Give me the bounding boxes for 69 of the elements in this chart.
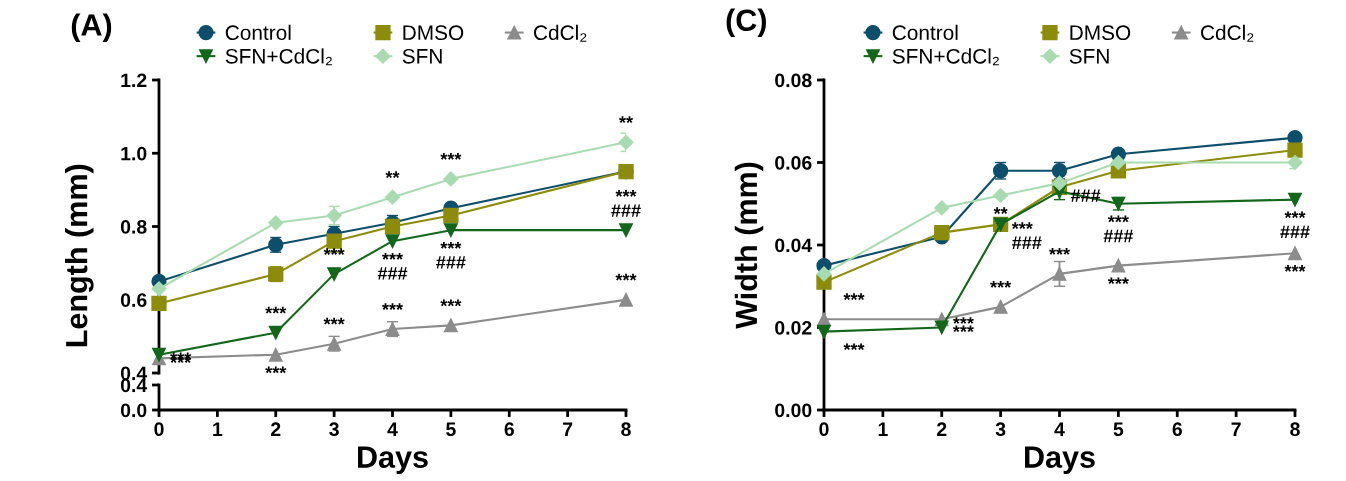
legend-label: DMSO [403, 25, 464, 41]
annotation: *** ### [1280, 211, 1310, 239]
y-tick-label: 0.06 [775, 155, 812, 170]
legend-label: DMSO [1070, 25, 1131, 41]
annotation: *** [323, 317, 345, 325]
x-tick-label: 5 [1113, 422, 1124, 437]
x-tick-label: 5 [446, 422, 456, 437]
annotation: *** [990, 280, 1012, 288]
y-tick-label: 0.6 [120, 293, 147, 307]
chart-title: (A) [71, 13, 112, 42]
annotation: *** [952, 325, 974, 333]
annotation: *** ### [611, 190, 641, 217]
legend-label: CdCl₂ [534, 24, 587, 42]
y-axis-title: Length (mm) [65, 164, 94, 347]
annotation: *** [615, 273, 637, 281]
legend-label: SFN [402, 48, 442, 64]
x-tick-label: 1 [878, 422, 888, 436]
legend-label: SFN [1069, 48, 1109, 64]
y-axis-title: Width (mm) [734, 162, 764, 329]
x-axis-title: Days [1025, 446, 1095, 474]
legend-label: Control [892, 24, 958, 41]
y-tick-label: 1.0 [121, 146, 147, 161]
y-tick-label: 0.02 [775, 320, 812, 335]
x-tick-label: 8 [1290, 422, 1300, 437]
annotation: *** [440, 153, 462, 160]
x-axis-title: Days [358, 446, 428, 474]
x-tick-label: 2 [937, 422, 947, 436]
x-tick-label: 0 [154, 422, 164, 437]
x-tick-label: 0 [819, 422, 829, 437]
y-tick-label: 0.00 [775, 403, 812, 418]
x-tick-label: 7 [563, 422, 573, 436]
x-tick-label: 6 [1172, 422, 1182, 437]
x-tick-label: 4 [1054, 422, 1065, 436]
annotation: ** [385, 171, 400, 179]
x-tick-label: 2 [271, 422, 281, 436]
annotation: *** ### [436, 241, 466, 269]
x-tick-label: 6 [504, 422, 514, 437]
y-tick-label: 0.04 [775, 238, 813, 253]
y-tick-label: 0.0 [120, 403, 147, 418]
annotation: *** ### [1011, 222, 1042, 249]
x-tick-label: 4 [387, 422, 398, 436]
annotation: *** [440, 299, 462, 307]
legend-label: SFN+CdCl₂ [892, 48, 999, 66]
annotation: *** [323, 248, 345, 255]
x-tick-label: 1 [213, 422, 223, 436]
x-tick-label: 3 [995, 422, 1006, 437]
x-tick-label: 3 [329, 422, 339, 437]
annotation: *** [843, 293, 865, 301]
annotation: *** [265, 306, 287, 314]
annotation: *** [382, 303, 404, 310]
annotation: *** [1107, 277, 1129, 285]
annotation: ** [619, 116, 634, 124]
annotation: *** ### [377, 252, 408, 280]
annotation: *** [1049, 247, 1071, 255]
y-tick-label: 0.08 [775, 73, 812, 88]
annotation: *** [1284, 265, 1306, 272]
x-tick-label: 7 [1231, 422, 1241, 436]
legend-label: SFN+CdCl₂ [225, 48, 332, 66]
annotation: ** [993, 207, 1008, 214]
y-tick-label: 0.8 [120, 219, 147, 234]
legend-label: Control [225, 24, 291, 41]
legend-label: CdCl₂ [1201, 24, 1254, 42]
annotation: *** [265, 366, 287, 374]
y-tick-label: 1.2 [121, 73, 147, 88]
annotation: *** [843, 343, 865, 351]
annotation: *** [952, 317, 974, 324]
annotation: *** ### [1103, 215, 1134, 243]
x-tick-label: 8 [621, 422, 631, 437]
chart-title: (C) [726, 8, 766, 38]
